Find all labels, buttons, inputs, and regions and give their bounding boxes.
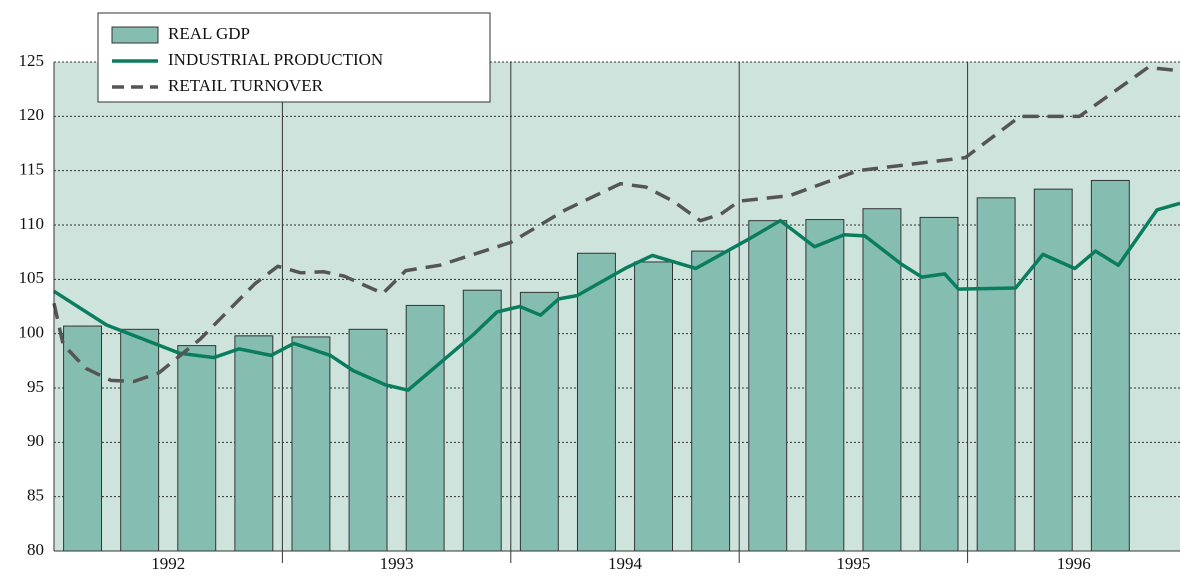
x-tick-label: 1993 xyxy=(380,554,414,573)
y-tick-label: 100 xyxy=(19,323,45,342)
bar xyxy=(462,289,502,552)
bar xyxy=(976,197,1016,552)
line xyxy=(53,201,1180,392)
y-tick-label: 80 xyxy=(27,540,44,559)
y-tick-label: 85 xyxy=(27,486,44,505)
y-tick-label: 90 xyxy=(27,431,44,450)
line xyxy=(52,65,1180,384)
bar xyxy=(291,336,331,552)
y-tick-label: 105 xyxy=(19,268,45,287)
bar xyxy=(519,291,559,552)
bar xyxy=(120,328,160,552)
bar xyxy=(234,335,274,552)
bar xyxy=(919,216,959,552)
bar xyxy=(576,252,616,552)
bar xyxy=(805,219,845,552)
legend-label: INDUSTRIAL PRODUCTION xyxy=(168,50,383,69)
y-tick-label: 95 xyxy=(27,377,44,396)
bar xyxy=(634,261,674,552)
y-tick-label: 110 xyxy=(19,214,44,233)
y-tick-label: 120 xyxy=(19,105,45,124)
bar xyxy=(348,328,388,552)
bar xyxy=(177,345,217,552)
y-tick-label: 125 xyxy=(19,51,45,70)
bar xyxy=(1033,188,1073,552)
legend-label: REAL GDP xyxy=(168,24,250,43)
bar xyxy=(405,304,445,552)
bar xyxy=(691,250,731,552)
x-tick-label: 1996 xyxy=(1057,554,1091,573)
x-tick-label: 1992 xyxy=(151,554,185,573)
x-tick-label: 1994 xyxy=(608,554,643,573)
x-tick-label: 1995 xyxy=(836,554,870,573)
bar xyxy=(748,220,788,552)
legend-swatch xyxy=(111,26,159,44)
bar xyxy=(63,325,103,552)
y-tick-label: 115 xyxy=(19,160,44,179)
legend-label: RETAIL TURNOVER xyxy=(168,76,324,95)
legend-box xyxy=(97,12,491,103)
bar xyxy=(1090,179,1130,552)
